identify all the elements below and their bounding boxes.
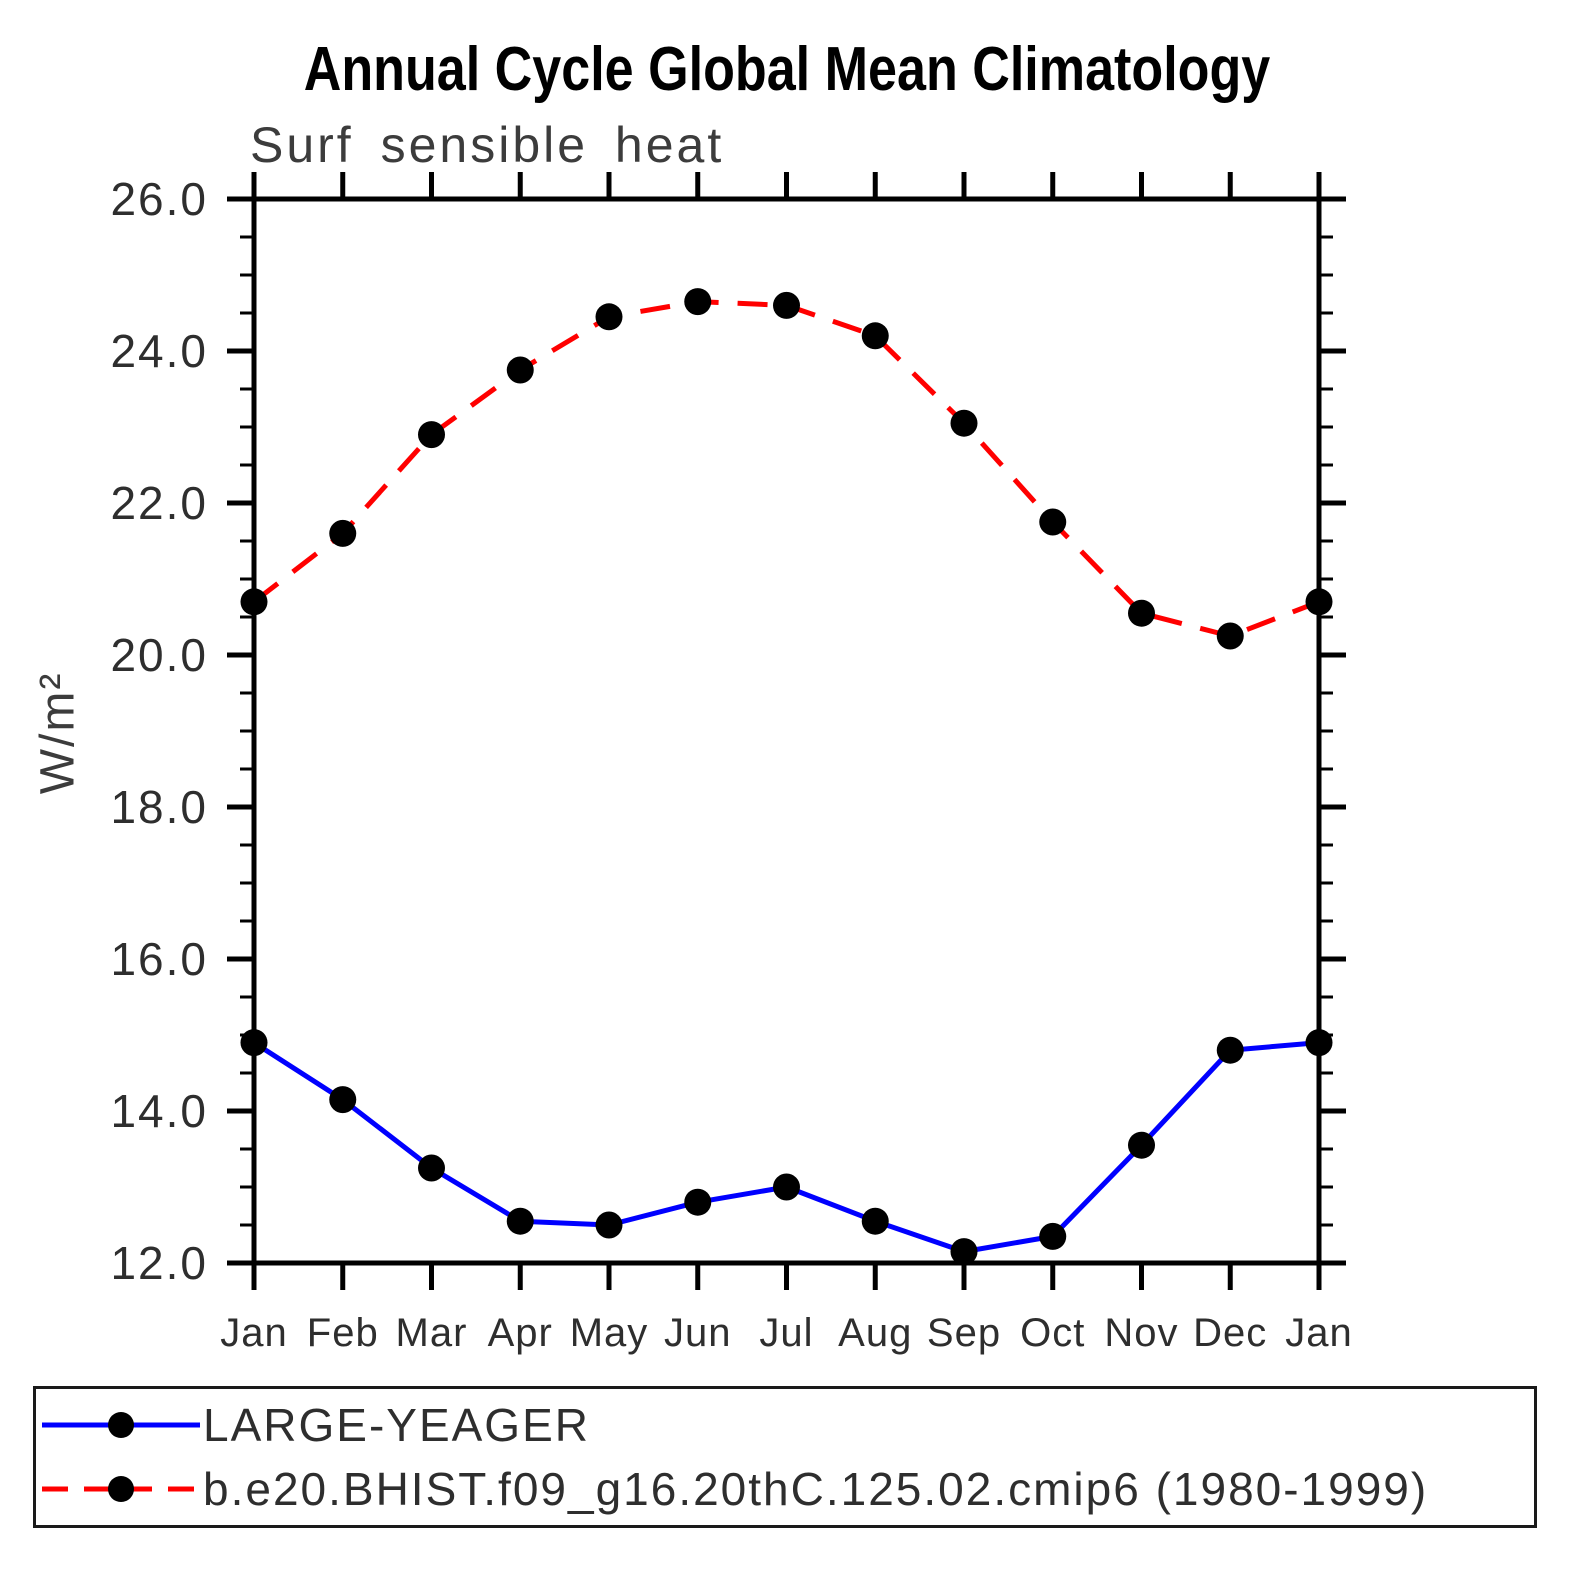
data-point-marker: [950, 1238, 978, 1266]
legend-sample-line-icon: [42, 1412, 200, 1438]
svg-text:18.0: 18.0: [110, 781, 208, 833]
svg-text:20.0: 20.0: [110, 629, 208, 681]
data-point-marker: [329, 1086, 357, 1114]
svg-text:Mar: Mar: [396, 1311, 468, 1355]
svg-text:May: May: [570, 1311, 649, 1355]
svg-text:Jan: Jan: [1285, 1311, 1353, 1355]
series-large-yeager: [240, 1029, 1333, 1266]
data-point-marker: [861, 322, 889, 350]
data-point-marker: [329, 519, 357, 547]
data-point-marker: [773, 291, 800, 319]
data-point-marker: [1216, 622, 1244, 650]
data-point-marker: [1039, 1222, 1067, 1250]
data-point-marker: [773, 1173, 800, 1201]
svg-text:16.0: 16.0: [110, 933, 208, 985]
svg-text:Jan: Jan: [220, 1311, 288, 1355]
data-point-marker: [240, 1029, 268, 1057]
y-tick-labels: 12.0 14.0 16.0 18.0 20.0 22.0 24.0 26.0: [110, 173, 208, 1289]
data-point-marker: [1128, 599, 1155, 627]
legend-label: b.e20.BHIST.f09_g16.20thC.125.02.cmip6 (…: [203, 1463, 1429, 1515]
legend-label: LARGE-YEAGER: [203, 1399, 590, 1451]
svg-text:Dec: Dec: [1193, 1311, 1267, 1355]
svg-text:Jun: Jun: [664, 1311, 732, 1355]
data-point-marker: [950, 409, 978, 437]
legend-item-large-yeager: LARGE-YEAGER: [42, 1397, 1534, 1453]
data-point-marker: [1305, 1029, 1333, 1057]
svg-text:14.0: 14.0: [110, 1085, 208, 1137]
legend-item-bhist: b.e20.BHIST.f09_g16.20thC.125.02.cmip6 (…: [42, 1461, 1534, 1517]
plot-subtitle: Surf sensible heat: [250, 117, 725, 173]
data-point-marker: [1305, 588, 1333, 616]
y-axis-major-ticks: [227, 196, 1346, 1266]
svg-text:Nov: Nov: [1104, 1311, 1178, 1355]
svg-text:24.0: 24.0: [110, 325, 208, 377]
legend: LARGE-YEAGER b.e20.BHIST.f09_g16.20thC.1…: [33, 1386, 1537, 1528]
svg-text:Sep: Sep: [927, 1311, 1001, 1355]
data-point-marker: [684, 288, 712, 316]
svg-text:22.0: 22.0: [110, 477, 208, 529]
svg-text:Oct: Oct: [1020, 1311, 1085, 1355]
legend-marker-dot: [108, 1412, 134, 1438]
legend-marker-dot: [108, 1476, 134, 1502]
data-point-marker: [684, 1188, 712, 1216]
data-point-marker: [506, 1207, 534, 1235]
data-point-marker: [418, 1154, 445, 1182]
data-point-marker: [240, 588, 268, 616]
data-point-marker: [506, 356, 534, 384]
y-axis-minor-ticks: [240, 235, 1333, 1227]
page-title: Annual Cycle Global Mean Climatology: [303, 35, 1271, 104]
series-bhist: [240, 288, 1333, 650]
data-point-marker: [1128, 1131, 1155, 1159]
svg-text:12.0: 12.0: [110, 1237, 208, 1289]
data-point-marker: [418, 421, 445, 449]
data-point-marker: [861, 1207, 889, 1235]
svg-text:Aug: Aug: [838, 1311, 912, 1355]
svg-text:26.0: 26.0: [110, 173, 208, 225]
data-point-marker: [595, 303, 623, 331]
svg-text:Jul: Jul: [759, 1311, 813, 1355]
legend-sample-dashed-line-icon: [42, 1476, 200, 1502]
data-point-marker: [1039, 508, 1067, 536]
x-axis-ticks: [251, 172, 1322, 1290]
x-tick-labels: Jan Feb Mar Apr May Jun Jul Aug Sep Oct Nov Dec Jan: [220, 1311, 1353, 1355]
data-point-marker: [595, 1211, 623, 1239]
data-point-marker: [1216, 1036, 1244, 1064]
plot-frame: [251, 196, 1322, 1266]
y-axis-title: W/m²: [31, 671, 85, 795]
svg-text:Feb: Feb: [307, 1311, 379, 1355]
svg-text:Apr: Apr: [488, 1311, 553, 1355]
